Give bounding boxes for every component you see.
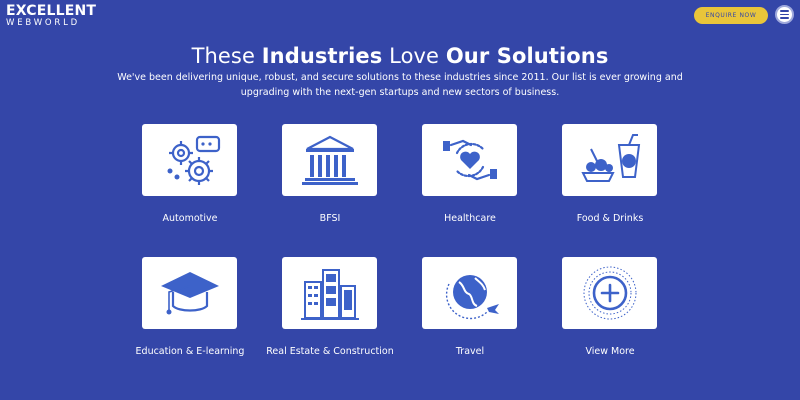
plus-circle-icon: [583, 266, 636, 320]
industry-label[interactable]: Automotive: [162, 213, 218, 224]
logo-bottom-text: WEBWORLD: [6, 18, 80, 28]
industry-label[interactable]: Healthcare: [444, 213, 496, 224]
page-subtitle: We've been delivering unique, robust, an…: [117, 72, 683, 98]
title-bold: Industries: [261, 44, 383, 68]
menu-bar: [780, 13, 789, 16]
bank-icon: [301, 135, 358, 185]
industry-card-view-more[interactable]: [562, 257, 657, 329]
menu-bar: [780, 17, 789, 19]
industry-label[interactable]: Real Estate & Construction: [266, 346, 394, 357]
industry-card-healthcare[interactable]: [422, 124, 517, 196]
industry-label[interactable]: BFSI: [319, 213, 341, 224]
enquire-now-button[interactable]: ENQUIRE NOW: [694, 7, 768, 24]
industry-label[interactable]: Travel: [455, 346, 485, 357]
gears-icon: [167, 135, 220, 185]
logo-top-text: EXCELLENT: [6, 3, 97, 19]
industry-label[interactable]: Food & Drinks: [576, 213, 644, 224]
healthcare-hands-heart-icon: [442, 139, 497, 181]
title-part: Love: [382, 44, 446, 68]
hamburger-menu-icon[interactable]: [775, 5, 794, 24]
buildings-icon: [300, 269, 359, 320]
industry-label[interactable]: View More: [585, 346, 635, 357]
logo[interactable]: EXCELLENT WEBWORLD: [6, 4, 96, 28]
industry-card-travel[interactable]: [422, 257, 517, 329]
industry-card-bfsi[interactable]: [282, 124, 377, 196]
title-bold: Our Solutions: [445, 44, 609, 68]
title-part: These: [191, 44, 262, 68]
industry-card-automotive[interactable]: [142, 124, 237, 196]
industry-card-real-estate[interactable]: [282, 257, 377, 329]
page-title: These Industries Love Our Solutions: [0, 44, 800, 68]
menu-bar: [780, 10, 789, 12]
graduation-cap-icon: [160, 272, 219, 315]
industry-label[interactable]: Education & E-learning: [135, 346, 245, 357]
industry-card-education[interactable]: [142, 257, 237, 329]
globe-plane-icon: [445, 275, 499, 320]
industry-card-food-drinks[interactable]: [562, 124, 657, 196]
food-drinks-icon: [580, 134, 640, 182]
